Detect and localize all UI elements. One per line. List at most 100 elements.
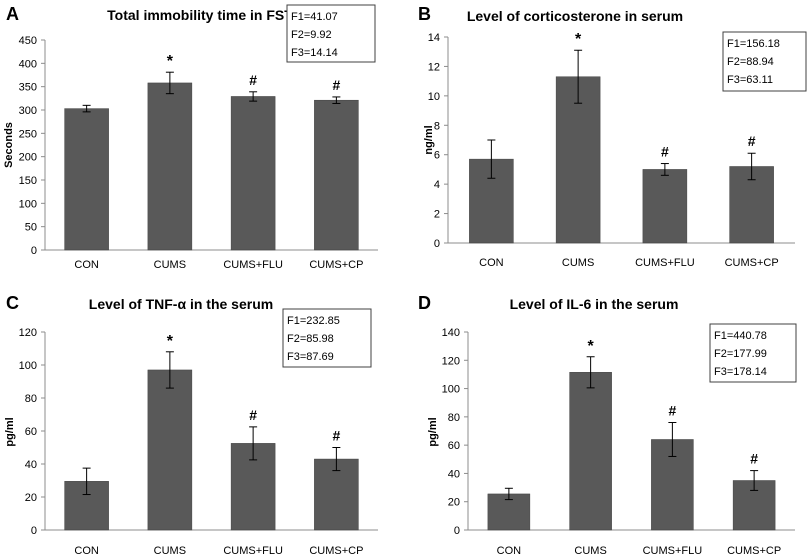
y-tick-label: 0 — [434, 238, 440, 250]
stats-box — [286, 4, 376, 63]
stats-line: F3=87.69 — [287, 351, 334, 363]
y-tick-label: 50 — [25, 222, 37, 234]
stats-line: F2=88.94 — [727, 56, 774, 68]
x-tick-label: CUMS — [562, 257, 594, 269]
x-tick-label: CUMS+CP — [309, 545, 363, 555]
stats-line: F1=440.78 — [714, 330, 767, 342]
y-tick-label: 120 — [19, 327, 37, 339]
y-tick-label: 100 — [442, 384, 460, 396]
stats-line: F2=9.92 — [291, 29, 332, 41]
x-tick-label: CUMS+CP — [725, 257, 779, 269]
bar — [147, 82, 193, 251]
y-axis-label: pg/ml — [4, 417, 16, 446]
significance-marker: # — [668, 403, 676, 419]
panel-letter: A — [6, 4, 19, 24]
y-tick-label: 20 — [448, 497, 460, 509]
significance-marker: # — [661, 144, 669, 160]
y-tick-label: 10 — [428, 91, 440, 103]
y-tick-label: 6 — [434, 150, 440, 162]
y-tick-label: 4 — [434, 179, 440, 191]
y-tick-label: 250 — [19, 128, 37, 140]
stats-line: F3=14.14 — [291, 47, 338, 59]
y-tick-label: 140 — [442, 327, 460, 339]
panel-a: A Total immobility time in FST 0 50 100 150 20… — [3, 4, 378, 271]
x-tick-label: CUMS+CP — [309, 259, 363, 271]
panel-c: C Level of TNF-α in the serum 0 20 40 60 80 100… — [4, 293, 378, 555]
significance-marker: # — [332, 428, 340, 444]
y-tick-label: 80 — [448, 412, 460, 424]
x-tick-label: CUMS+FLU — [223, 259, 283, 271]
bar — [147, 369, 193, 531]
y-tick-label: 0 — [31, 245, 37, 257]
stats-box — [722, 31, 807, 92]
panel-letter: D — [418, 293, 431, 313]
panel-d: D Level of IL-6 in the serum 0 20 40 60 80 100 1… — [418, 293, 797, 555]
stats-line: F3=63.11 — [727, 74, 773, 86]
significance-marker: * — [167, 53, 174, 70]
stats-box — [282, 308, 372, 368]
stats-line: F3=178.14 — [714, 366, 767, 378]
y-tick-label: 60 — [25, 426, 37, 438]
y-tick-label: 2 — [434, 209, 440, 221]
bar — [64, 108, 109, 251]
y-tick-label: 60 — [448, 440, 460, 452]
bar — [729, 166, 774, 244]
y-tick-label: 120 — [442, 355, 460, 367]
y-tick-label: 100 — [19, 360, 37, 372]
bar — [569, 372, 612, 531]
significance-marker: # — [748, 133, 756, 149]
y-tick-label: 400 — [19, 58, 37, 70]
y-tick-label: 200 — [19, 152, 37, 164]
y-tick-label: 100 — [19, 198, 37, 210]
y-tick-label: 40 — [25, 459, 37, 471]
y-tick-label: 40 — [448, 468, 460, 480]
significance-marker: # — [332, 77, 340, 93]
significance-marker: # — [249, 72, 257, 88]
x-tick-label: CUMS+CP — [727, 545, 781, 555]
x-tick-label: CON — [74, 259, 99, 271]
bar — [555, 76, 601, 244]
x-tick-label: CON — [479, 257, 504, 269]
y-tick-label: 80 — [25, 393, 37, 405]
x-tick-label: CUMS+FLU — [643, 545, 703, 555]
y-axis-label: pg/ml — [427, 417, 439, 446]
x-tick-label: CUMS+FLU — [635, 257, 695, 269]
y-axis-label: Seconds — [3, 122, 15, 168]
x-tick-label: CON — [74, 545, 99, 555]
y-tick-label: 350 — [19, 82, 37, 94]
y-tick-label: 12 — [428, 61, 440, 73]
bar — [314, 99, 359, 251]
y-tick-label: 0 — [31, 525, 37, 537]
y-tick-label: 20 — [25, 492, 37, 504]
significance-marker: * — [588, 338, 595, 355]
stats-line: F2=85.98 — [287, 333, 334, 345]
y-tick-label: 300 — [19, 105, 37, 117]
stats-line: F1=41.07 — [291, 11, 338, 23]
y-tick-label: 450 — [19, 35, 37, 47]
stats-line: F1=156.18 — [727, 38, 780, 50]
chart-title: Total immobility time in FST — [107, 7, 293, 23]
panel-letter: B — [418, 4, 431, 24]
y-axis-label: ng/ml — [423, 125, 435, 154]
x-tick-label: CUMS — [574, 545, 606, 555]
panel-letter: C — [6, 293, 19, 313]
x-tick-label: CUMS+FLU — [223, 545, 283, 555]
y-tick-label: 0 — [454, 525, 460, 537]
y-tick-label: 14 — [428, 32, 440, 44]
bar — [642, 169, 688, 244]
significance-marker: # — [249, 407, 257, 423]
y-tick-label: 150 — [19, 175, 37, 187]
stats-line: F1=232.85 — [287, 315, 340, 327]
bar — [230, 96, 276, 251]
x-tick-label: CUMS — [154, 545, 186, 555]
significance-marker: * — [167, 333, 174, 350]
significance-marker: * — [575, 31, 582, 48]
chart-title: Level of IL-6 in the serum — [510, 296, 679, 312]
x-tick-label: CUMS — [154, 259, 186, 271]
stats-box — [709, 323, 797, 383]
x-tick-label: CON — [497, 545, 522, 555]
chart-title: Level of corticosterone in serum — [467, 8, 683, 24]
y-tick-label: 8 — [434, 120, 440, 132]
panel-b: B Level of corticosterone in serum 0 2 4 6 8 10… — [418, 4, 807, 269]
